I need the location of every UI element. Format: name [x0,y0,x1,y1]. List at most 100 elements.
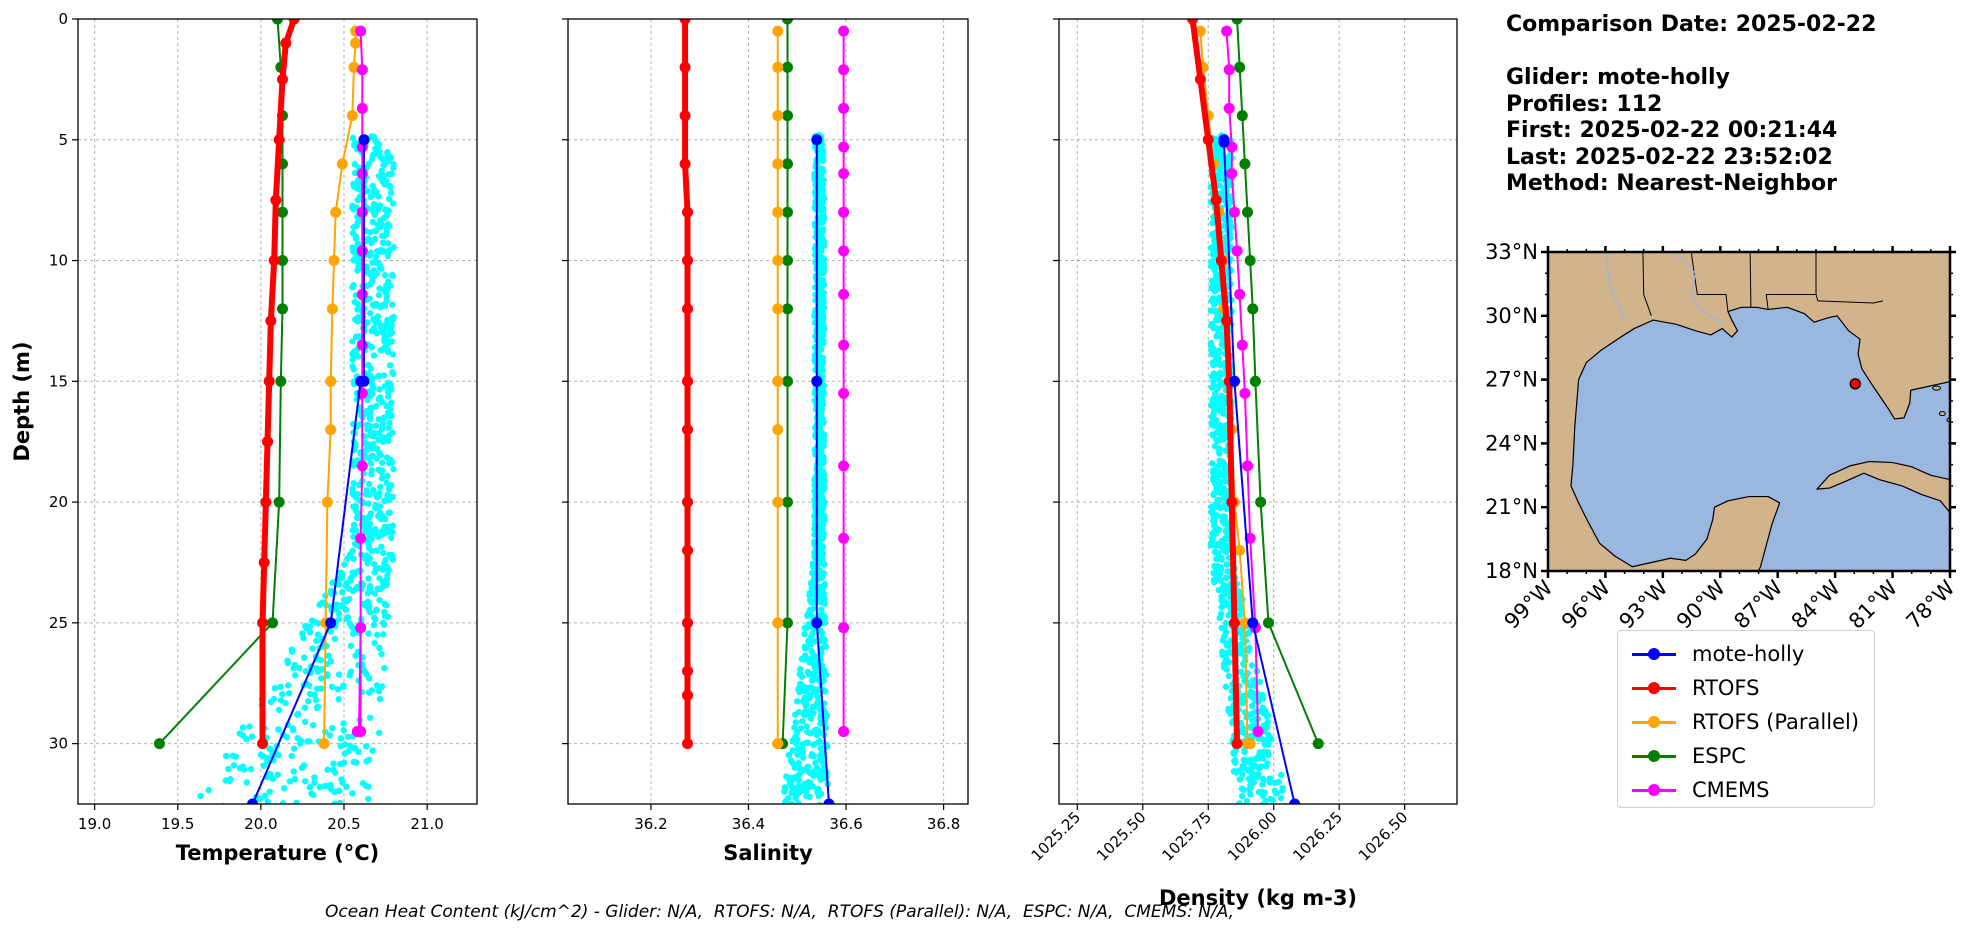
scatter-point [799,749,807,756]
scatter-point [1210,491,1217,499]
scatter-point [818,629,825,637]
scatter-point [371,429,378,437]
scatter-point [376,575,383,582]
scatter-point [1218,603,1225,611]
scatter-point [355,180,363,188]
scatter-point [1249,702,1256,710]
data-point-cmems [1223,64,1235,76]
scatter-point [1260,722,1268,729]
scatter-point [1271,787,1279,795]
scatter-point [803,739,810,747]
scatter-point [1225,612,1232,619]
scatter-point [352,494,360,501]
scatter-point [385,195,393,203]
scatter-point [386,460,393,467]
land-bahamas [1938,411,1946,417]
scatter-point [366,252,373,260]
scatter-point [297,737,305,744]
data-point-rtofs [679,19,691,25]
land-cuba [1816,460,1950,514]
scatter-point [374,221,381,229]
data-point-rtofs_parallel [772,110,784,122]
data-point-cmems [356,245,368,257]
scatter-point [1271,779,1279,787]
data-point-glider [1289,798,1301,804]
scatter-point [1258,763,1265,770]
legend-label: CMEMS [1692,778,1770,802]
data-point-cmems [355,25,367,37]
scatter-point [385,240,392,247]
scatter-point [338,602,345,609]
scatter-point [365,500,372,507]
scatter-point [785,751,793,759]
data-point-cmems [356,339,368,351]
scatter-point [366,295,373,302]
scatter-point [302,624,310,632]
scatter-point [350,366,357,373]
data-point-espc [276,255,288,267]
scatter-point [1222,492,1229,499]
scatter-point [222,752,230,760]
data-point-rtofs [263,375,275,387]
scatter-point [386,509,393,516]
scatter-point [1211,480,1219,488]
scatter-point [819,470,826,477]
data-point-rtofs [682,665,694,677]
scatter-point [822,643,829,650]
scatter-point [259,752,267,760]
scatter-point [1226,193,1233,200]
scatter-point [275,752,282,759]
scatter-point [816,435,824,443]
state-border [1765,252,1817,310]
scatter-point [372,227,380,235]
scatter-point [300,762,308,769]
data-point-rtofs_parallel [772,424,784,436]
river [1672,252,1725,325]
scatter-point [1217,504,1224,512]
scatter-point [1213,429,1221,436]
data-point-espc [782,19,794,25]
scatter-point [355,510,362,517]
scatter-point [385,157,392,165]
legend-swatch [1628,741,1680,771]
scatter-point [362,743,370,750]
scatter-point [1218,537,1225,545]
data-point-glider [1228,375,1240,387]
scatter-point [363,487,370,494]
scatter-point [367,460,375,467]
comparison-info: Comparison Date: 2025-02-22 Glider: mote… [1506,12,1876,198]
legend-label: RTOFS [1692,676,1760,700]
scatter-point [301,704,309,711]
legend-marker [1648,716,1660,728]
scatter-point [308,617,316,624]
scatter-point [1239,725,1247,732]
scatter-point [1279,784,1286,792]
data-point-rtofs_parallel [325,375,337,387]
scatter-point [1261,741,1269,748]
scatter-point [340,683,347,690]
scatter-point [347,574,354,582]
plot-area [153,19,397,804]
data-point-espc [782,303,794,315]
scatter-point [325,652,332,659]
scatter-point [275,726,282,733]
scatter-point [1256,678,1263,686]
scatter-point [351,169,359,177]
scatter-point [388,551,396,559]
legend-swatch [1628,707,1680,737]
scatter-point [1213,512,1221,519]
scatter-point [371,504,379,511]
scatter-point [820,570,827,577]
scatter-point [380,372,388,379]
scatter-point [365,542,373,550]
data-point-rtofs [1187,19,1199,25]
scatter-point [1214,562,1221,570]
scatter-point [371,211,379,219]
scatter-point [819,149,826,157]
data-point-cmems [356,460,368,472]
scatter-point [819,212,827,220]
scatter-point [803,723,810,730]
scatter-point [1224,561,1231,568]
scatter-point [1222,655,1230,663]
legend-marker [1648,750,1660,762]
